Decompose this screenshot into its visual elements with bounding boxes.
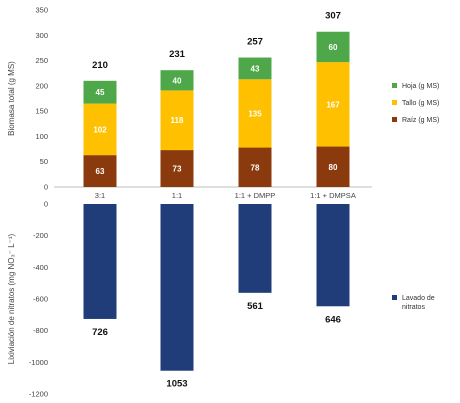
top-y-tick-label: 350 [35, 6, 48, 15]
legend-label: Hoja (g MS) [402, 83, 439, 90]
segment-value-label: 80 [329, 163, 338, 172]
nitrate-bar [160, 204, 194, 371]
segment-value-label: 43 [251, 64, 260, 73]
bar-segment [238, 79, 272, 148]
bar-segment [160, 70, 194, 91]
total-value-label: 307 [325, 11, 341, 22]
nitrate-value-label: 561 [247, 301, 264, 312]
legend-swatch [392, 117, 397, 122]
legend-label: Raíz (g MS) [402, 117, 439, 124]
biomass-panel: 0 50 100 150 200 250 300 350 63 102 45 210 73 118 40 23… [7, 6, 439, 192]
segment-value-label: 45 [96, 88, 105, 97]
segment-value-label: 63 [96, 167, 105, 176]
legend-label: Tallo (g MS) [402, 100, 439, 107]
category-label: 1:1 [172, 191, 182, 200]
legend-swatch [392, 83, 397, 88]
total-value-label: 257 [247, 37, 263, 48]
nitrate-bar [238, 204, 272, 293]
legend-swatch [392, 295, 397, 300]
top-y-tick-label: 50 [40, 157, 48, 166]
total-value-label: 231 [169, 49, 186, 60]
segment-value-label: 102 [93, 125, 107, 134]
bottom-y-tick-label: 0 [44, 200, 48, 209]
bar-segment [83, 155, 117, 187]
legend-label: Lavado de nitratos [402, 295, 435, 311]
segment-value-label: 135 [248, 109, 262, 118]
top-y-tick-label: 150 [35, 107, 48, 116]
category-label: 1:1 + DMPSA [310, 191, 356, 200]
top-y-tick-label: 100 [35, 132, 48, 141]
bottom-y-tick-label: -200 [33, 231, 48, 240]
segment-value-label: 40 [173, 76, 182, 85]
nitrate-value-label: 726 [92, 327, 108, 338]
bottom-y-tick-label: -1000 [29, 358, 48, 367]
segment-value-label: 73 [173, 165, 182, 174]
segment-value-label: 167 [326, 100, 340, 109]
total-value-label: 210 [92, 60, 108, 71]
legend-swatch [392, 100, 397, 105]
bar-segment [316, 62, 350, 147]
nitrate-bar [316, 204, 350, 307]
category-label: 1:1 + DMPP [235, 191, 276, 200]
nitrate-panel: 0 -200 -400 -600 -800 -1000 -1200 726 1053 561 646… [7, 191, 435, 399]
bar-segment [83, 80, 117, 104]
nitrate-value-label: 646 [325, 314, 341, 325]
top-y-tick-label: 0 [44, 183, 48, 192]
bar-segment [83, 103, 117, 156]
top-y-axis-title: Biomasa total (g MS) [7, 61, 16, 136]
bottom-y-tick-label: -1200 [29, 390, 48, 399]
bar-segment [160, 90, 194, 151]
bottom-y-axis-title: Lixiviación de nitratos (mg NO₃⁻ L⁻¹) [7, 233, 16, 364]
bar-segment [160, 150, 194, 187]
segment-value-label: 60 [329, 43, 338, 52]
nitrate-value-label: 1053 [166, 379, 187, 390]
bar-segment [238, 57, 272, 80]
bottom-y-tick-label: -800 [33, 326, 48, 335]
nitrate-bar [83, 204, 117, 319]
top-y-tick-label: 300 [35, 31, 48, 40]
bar-segment [316, 31, 350, 63]
bar-segment [238, 147, 272, 187]
bottom-y-tick-label: -600 [33, 295, 48, 304]
category-label: 3:1 [95, 191, 105, 200]
bottom-y-tick-label: -400 [33, 263, 48, 272]
top-y-tick-label: 250 [35, 56, 48, 65]
top-y-tick-label: 200 [35, 81, 48, 90]
bar-segment [316, 146, 350, 187]
segment-value-label: 118 [171, 116, 184, 125]
segment-value-label: 78 [251, 163, 260, 172]
